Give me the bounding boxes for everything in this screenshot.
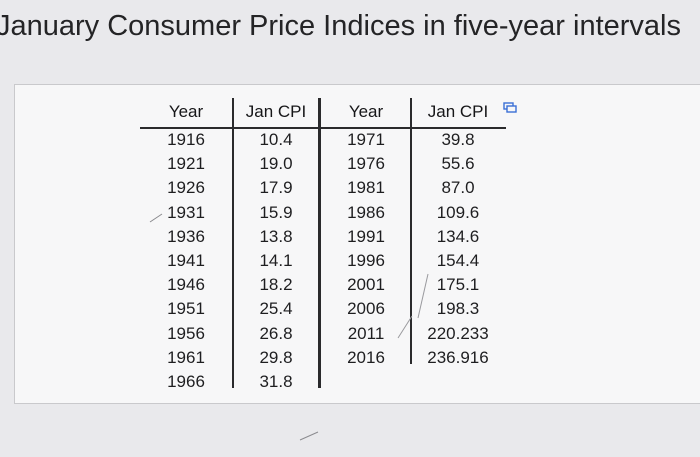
table-cell-cpi: 198.3 — [436, 299, 480, 319]
table-cell-cpi: 31.8 — [259, 371, 293, 391]
table-cell-cpi: 175.1 — [436, 275, 480, 295]
header-rule — [140, 127, 506, 129]
table-cell-cpi: 10.4 — [259, 130, 293, 149]
table-cell-year: 1946 — [167, 275, 205, 295]
header-jan-cpi: Jan CPI — [245, 102, 307, 121]
table-cell-cpi: 39.8 — [441, 130, 475, 149]
table-cell-year: 1961 — [167, 347, 205, 367]
table-cell-cpi: 134.6 — [436, 226, 480, 246]
table-cell-cpi: 18.2 — [259, 275, 293, 295]
table-cell-cpi: 55.6 — [441, 154, 475, 174]
table-cell-cpi: 25.4 — [259, 299, 293, 319]
table-cell-year: 1921 — [167, 154, 205, 174]
table-cell-year: 1936 — [167, 226, 205, 246]
table-cell-cpi: 14.1 — [259, 250, 293, 270]
table-cell-year: 1976 — [347, 154, 385, 174]
table-cell-cpi: 236.916 — [427, 347, 489, 367]
table-cell-cpi: 29.8 — [259, 347, 293, 367]
table-cell-year: 1966 — [167, 371, 205, 391]
table-cell-cpi: 17.9 — [259, 178, 293, 198]
table-cell-year: 2011 — [347, 323, 385, 343]
table-cell-cpi: 154.4 — [436, 250, 480, 270]
column-divider — [410, 98, 412, 364]
table-cell-year: 1931 — [167, 202, 205, 222]
table-cell-year: 1956 — [167, 323, 205, 343]
header-year: Year — [348, 102, 384, 121]
table-cell-year: 1986 — [347, 202, 385, 222]
table-cell-year: 2001 — [347, 275, 385, 295]
table-cell-cpi: 109.6 — [436, 202, 480, 222]
table-cell-year: 1981 — [347, 178, 385, 198]
table-cell-cpi: 26.8 — [259, 323, 293, 343]
table-cell-year: 2006 — [347, 299, 385, 319]
header-year: Year — [168, 102, 204, 121]
cpi-table: Year 1916 1921 1926 1931 1936 1941 1946 1951 195… — [140, 96, 506, 394]
table-cell-year: 1916 — [167, 130, 205, 149]
table-cell-year: 2016 — [347, 347, 385, 367]
column-year-1916-1966: Year 1916 1921 1926 1931 1936 1941 1946 1951 195… — [140, 96, 232, 394]
table-cell-cpi: 15.9 — [259, 202, 293, 222]
column-divider — [318, 98, 321, 388]
table-cell-cpi: 19.0 — [259, 154, 293, 174]
column-divider — [232, 98, 234, 388]
table-cell-year: 1941 — [167, 250, 205, 270]
table-panel — [14, 84, 700, 404]
table-cell-year: 1951 — [167, 299, 205, 319]
table-cell-year: 1991 — [347, 226, 385, 246]
header-jan-cpi: Jan CPI — [427, 102, 489, 121]
table-cell-cpi: 87.0 — [441, 178, 475, 198]
column-year-1971-2016: Year 1971 1976 1981 1986 1991 1996 2001 2006 201… — [322, 96, 410, 370]
table-cell-cpi: 13.8 — [259, 226, 293, 246]
table-cell-cpi: 220.233 — [427, 323, 489, 343]
page-title: January Consumer Price Indices in five-y… — [0, 10, 681, 42]
copy-icon[interactable] — [503, 101, 517, 113]
table-cell-year: 1996 — [347, 250, 385, 270]
column-cpi-1916-1966: Jan CPI 10.4 19.0 17.9 15.9 13.8 14.1 18.2 25.4… — [234, 96, 318, 394]
column-cpi-1971-2016: Jan CPI 39.8 55.6 87.0 109.6 134.6 154.4 175.1… — [410, 96, 506, 370]
table-cell-year: 1971 — [347, 130, 385, 149]
table-cell-year: 1926 — [167, 178, 205, 198]
